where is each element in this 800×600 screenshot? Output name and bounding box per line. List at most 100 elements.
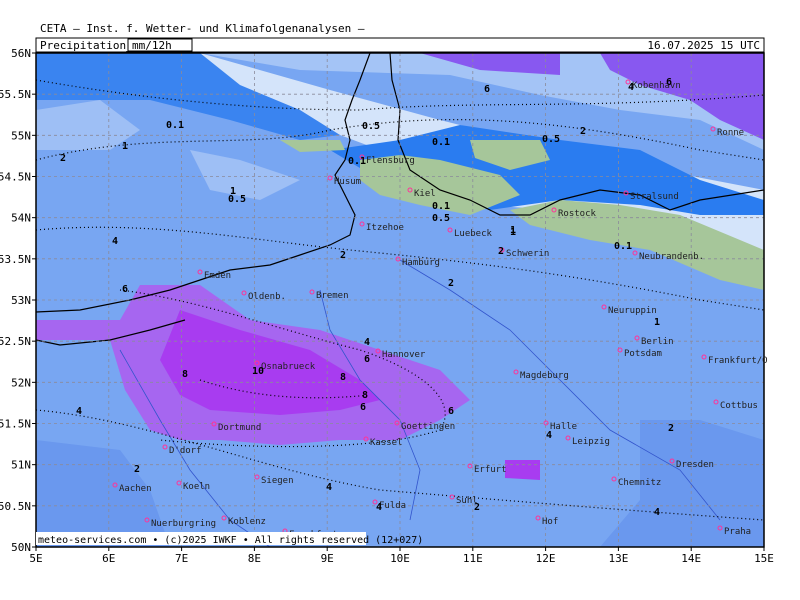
lat-label: 51N <box>11 459 31 472</box>
lon-label: 13E <box>608 552 628 565</box>
map-field <box>36 53 764 547</box>
lon-label: 12E <box>536 552 556 565</box>
city-marker <box>363 436 369 442</box>
city-marker <box>309 289 315 295</box>
city-marker <box>407 187 413 193</box>
city-marker <box>634 335 640 341</box>
contour-label: 6 <box>666 77 672 88</box>
contour-label: 1 <box>230 186 236 197</box>
city-marker <box>447 227 453 233</box>
city-label: Hamburg <box>402 258 440 268</box>
city-marker <box>617 347 623 353</box>
city-marker <box>701 354 707 360</box>
city-marker <box>211 421 217 427</box>
contour-label: 0.1 <box>348 156 366 167</box>
contour-label: 4 <box>364 337 370 348</box>
contour-label: 2 <box>448 278 454 289</box>
city-label: Halle <box>550 422 577 432</box>
contour-label: 10 <box>252 366 264 377</box>
city-label: Hannover <box>382 350 426 360</box>
unit: mm/12h <box>132 39 172 52</box>
contour-label: 4 <box>628 82 634 93</box>
city-label: Itzehoe <box>366 223 404 233</box>
contour-label: 2 <box>60 153 66 164</box>
city-label: Leipzig <box>572 437 610 447</box>
city-marker <box>449 494 455 500</box>
map-labels: Flensburg Husum Kiel Rostock Stralsund Itzeho… <box>60 77 768 540</box>
city-label: Hof <box>542 517 558 527</box>
city-label: Siegen <box>261 476 294 486</box>
contour-label: 4 <box>654 507 660 518</box>
city-label: Rostock <box>558 209 597 219</box>
city-marker <box>327 175 333 181</box>
lat-label: 56N <box>11 47 31 60</box>
contour-label: 1 <box>654 317 660 328</box>
city-marker <box>632 250 638 256</box>
lon-label: 7E <box>175 552 188 565</box>
lon-label: 10E <box>390 552 410 565</box>
lat-label: 55N <box>11 129 31 142</box>
city-marker <box>112 482 118 488</box>
contour-label: 8 <box>340 372 346 383</box>
city-label: Dortmund <box>218 423 261 433</box>
city-label: Cottbus <box>720 401 758 411</box>
lon-label: 5E <box>29 552 42 565</box>
city-marker <box>467 463 473 469</box>
contour-label: 0.1 <box>432 201 450 212</box>
isolines <box>36 79 764 521</box>
city-label: Husum <box>334 177 361 187</box>
city-label: D'dorf <box>169 446 202 456</box>
city-marker <box>551 207 557 213</box>
city-marker <box>395 256 401 262</box>
lon-label: 11E <box>463 552 483 565</box>
contour-label: 8 <box>182 369 188 380</box>
city-marker <box>254 360 260 366</box>
city-label: Aachen <box>119 484 152 494</box>
city-marker <box>359 154 365 160</box>
city-label: Stralsund <box>630 192 679 202</box>
axis-ticks: 5E 6E 7E 8E 9E 10E 11E 12E 13E 14E 15E 56N 55.5N 55N 5… <box>0 47 774 565</box>
city-label: Suhl <box>456 496 478 506</box>
city-label: Oldenb. <box>248 292 286 302</box>
city-marker <box>543 420 549 426</box>
city-marker <box>499 247 505 253</box>
city-marker <box>565 435 571 441</box>
city-label: Flensburg <box>366 156 415 166</box>
city-marker <box>623 190 629 196</box>
city-marker <box>394 420 400 426</box>
unit-box <box>127 38 193 52</box>
lat-label: 52.5N <box>0 335 31 348</box>
contour-label: 4 <box>76 406 82 417</box>
city-label: Kassel <box>370 438 403 448</box>
city-label: Chemnitz <box>618 478 661 488</box>
institute: CETA — Inst. f. Wetter- und Klimafolgena… <box>40 22 365 35</box>
field-light-patches <box>36 100 300 200</box>
title-bar <box>35 37 765 53</box>
city-marker <box>254 474 260 480</box>
lat-label: 50N <box>11 541 31 554</box>
city-label: Emden <box>204 271 231 281</box>
footer-box <box>36 532 366 545</box>
coastline <box>36 53 764 346</box>
lat-label: 50.5N <box>0 500 31 513</box>
rivers <box>119 259 721 547</box>
contour-label: 0.5 <box>228 194 246 205</box>
contour-label: 1 <box>510 227 516 238</box>
city-label: Magdeburg <box>520 371 569 381</box>
city-label: Koblenz <box>228 517 266 527</box>
lon-label: 8E <box>248 552 261 565</box>
city-marker <box>221 515 227 521</box>
city-marker <box>710 126 716 132</box>
lat-label: 54.5N <box>0 171 31 184</box>
field-heaviest <box>160 310 540 480</box>
city-marker <box>176 480 182 486</box>
contour-label: 0.5 <box>362 121 380 132</box>
city-marker <box>713 399 719 405</box>
city-label: Neuruppin <box>608 306 657 316</box>
parameter: Precipitation_ <box>40 39 133 52</box>
contour-label: 0.1 <box>166 120 184 131</box>
contour-label: 4 <box>112 236 118 247</box>
contour-label: 0.1 <box>614 241 632 252</box>
contour-label: 8 <box>362 390 368 401</box>
footer: meteo-services.com • (c)2025 IWKF • All … <box>38 535 423 546</box>
